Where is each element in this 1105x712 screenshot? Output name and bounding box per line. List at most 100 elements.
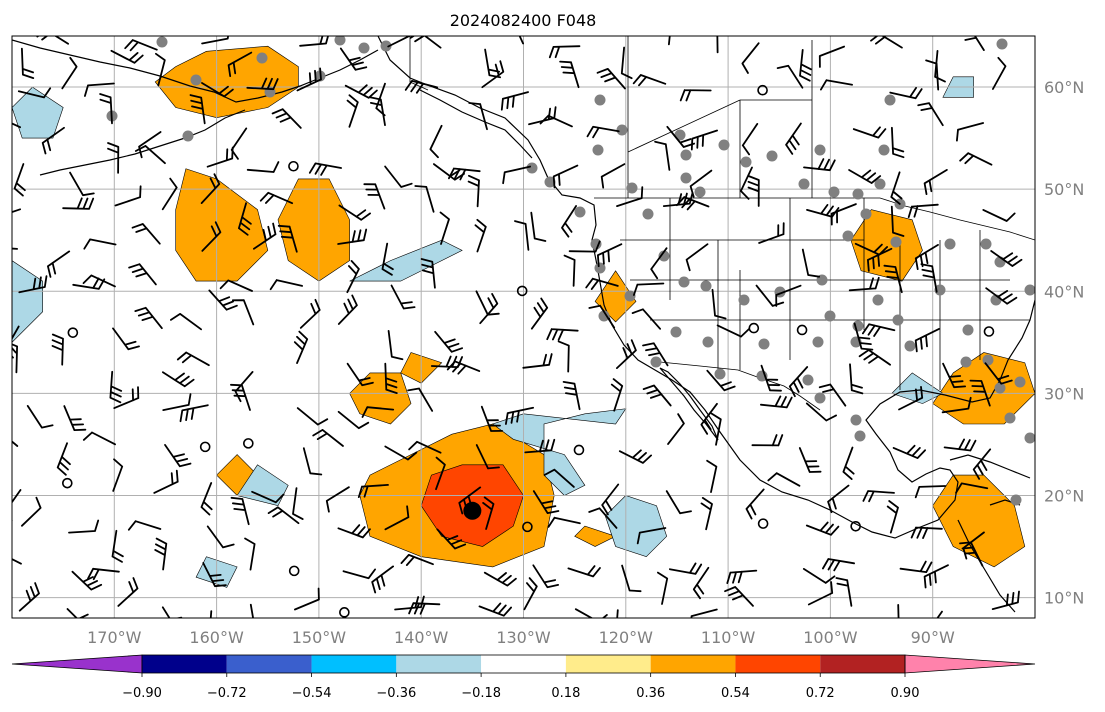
anomaly-region-15 [12,86,64,139]
station-marker-58 [842,230,854,242]
wind-barb-48 [189,94,206,125]
wind-barb-45 [41,126,65,155]
wind-barb-279 [700,497,713,531]
station-marker-42 [890,236,902,248]
wind-barb-104 [747,175,760,207]
anomaly-region-13 [492,408,627,496]
wind-barb-226 [302,447,323,476]
wind-barb-98 [467,174,480,208]
wind-barb-300 [669,562,703,575]
wind-barb-202 [179,404,209,423]
wind-barb-259 [767,472,801,487]
wind-barb-138 [269,279,303,291]
wind-barb-26 [201,82,234,98]
station-marker-45 [828,186,840,198]
wind-barb-267 [127,520,162,531]
station-marker-1 [256,52,268,64]
colorbar-segment-3 [396,655,482,673]
wind-barb-249 [325,486,350,513]
wind-barb-100 [561,205,577,238]
lon-tick-label-2: 150°W [292,628,347,647]
wind-barb-87 [959,152,993,166]
station-marker-17 [590,238,602,250]
wind-barb-188 [557,340,570,373]
wind-barb-39 [776,64,804,89]
colorbar-segment-7 [735,655,821,673]
wind-barb-43 [992,56,1007,90]
station-marker-62 [884,94,896,106]
wind-barb-109 [982,209,1016,222]
wind-barb-322 [657,571,669,605]
wind-barb-174 [914,328,940,353]
wind-barb-51 [346,94,359,128]
wind-barb-32 [481,60,505,89]
wind-barb-95 [338,204,371,221]
wind-barb-90 [114,185,142,207]
wind-barb-235 [710,412,722,446]
wind-barb-253 [532,490,560,514]
wind-barb-205 [337,410,370,430]
wind-barb-56 [539,114,573,128]
wind-barb-80 [654,140,671,171]
wind-barb-268 [206,525,235,549]
wind-barb-149 [775,284,802,307]
wind-barb-162 [387,330,404,361]
station-marker-19 [624,290,636,302]
wind-barb-312 [209,610,213,618]
wind-barb-136 [208,289,238,311]
wind-barb-234 [667,413,685,445]
wind-barb-248 [292,487,304,520]
station-marker-63 [996,38,1008,50]
wind-barb-103 [676,196,710,211]
wind-barb-18 [818,45,845,68]
wind-barb-24 [84,82,115,97]
wind-barb-23 [61,56,78,90]
station-marker-73 [678,276,690,288]
calm-wind-275 [522,521,533,533]
wind-barb-71 [246,161,280,173]
wind-barb-157 [134,306,163,330]
lon-tick-label-7: 100°W [803,628,858,647]
lon-tick-label-0: 170°W [87,628,142,647]
wind-barb-283 [886,500,899,534]
station-marker-26 [850,414,862,426]
station-marker-48 [944,238,956,250]
wind-barb-17 [799,49,812,82]
wind-barb-91 [161,177,178,211]
wind-barb-301 [692,566,710,600]
wind-barb-69 [134,145,166,165]
wind-barb-140 [390,284,416,310]
wind-barb-291 [244,537,256,571]
wind-barb-189 [616,339,637,369]
calm-wind-175 [983,326,995,337]
wind-barb-177 [51,333,64,366]
wind-barb-303 [802,568,836,584]
calm-wind-171 [796,324,808,336]
station-marker-22 [714,368,726,380]
colorbar-label-8: 0.72 [806,686,835,701]
wind-barb-117 [337,228,368,245]
wind-barb-121 [514,220,530,251]
wind-barb-108 [907,203,939,218]
wind-barb-195 [858,349,891,366]
calm-wind-282 [850,520,861,532]
station-marker-2 [334,36,346,46]
wind-barb-184 [384,362,398,394]
station-marker-70 [544,176,556,188]
latitude-tick-labels: 60°N 50°N 40°N 30°N 20°N 10°N [1044,78,1084,608]
wind-barb-59 [690,129,718,151]
wind-barb-246 [200,482,213,516]
wind-barb-142 [475,290,500,316]
wind-barb-187 [522,353,553,369]
calm-wind-315 [339,607,350,618]
wind-barb-84 [848,169,882,184]
wind-barb-302 [726,569,758,584]
wind-barb-137 [219,279,253,292]
wind-barb-64 [917,102,944,127]
wind-barb-273 [436,528,467,550]
wind-barb-270 [267,506,300,525]
wind-barb-326 [835,577,853,607]
wind-barb-219 [969,379,991,407]
colorbar-label-6: 0.36 [636,686,665,701]
wind-barb-97 [414,185,435,213]
